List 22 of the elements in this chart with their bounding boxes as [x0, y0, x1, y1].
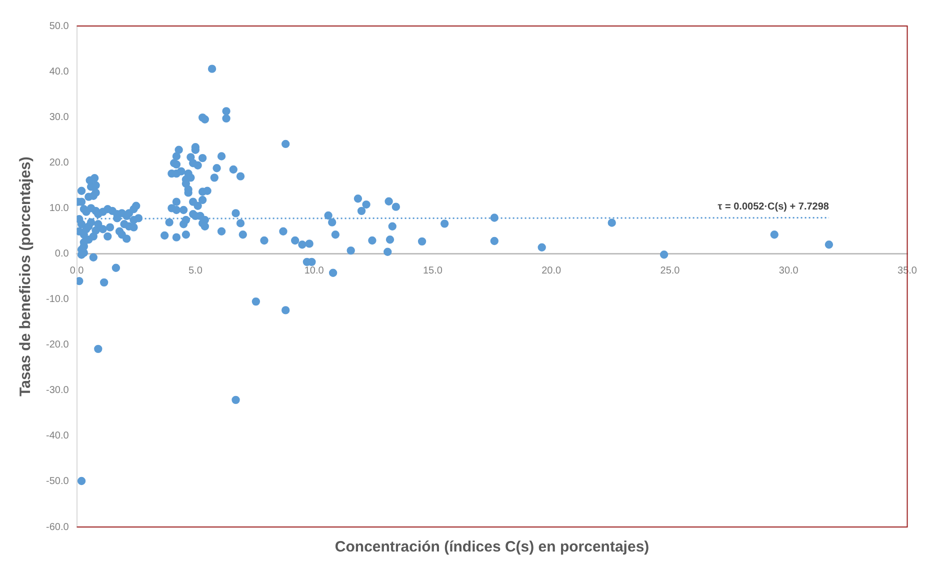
y-tick-label: 50.0 [49, 20, 70, 32]
y-tick-label: 30.0 [49, 112, 70, 123]
y-tick-label: -20.0 [46, 340, 70, 351]
x-tick-label: 10.0 [304, 265, 324, 276]
x-tick-label: 0.0 [70, 265, 84, 276]
y-axis-title: Tasas de beneficios (porcentajes) [17, 156, 34, 396]
x-tick-label: 25.0 [660, 265, 680, 276]
y-tick-label: 20.0 [49, 157, 70, 168]
series-label: τ = 0.0052·C(s) + 7.7298 [718, 201, 830, 212]
y-tick-label: 0.0 [54, 248, 70, 260]
y-tick-label: 40.0 [49, 66, 70, 78]
y-tick-label: -30.0 [46, 385, 70, 396]
x-tick-label: 20.0 [542, 265, 562, 276]
x-tick-label: 30.0 [778, 265, 799, 276]
y-tick-label: -10.0 [46, 294, 70, 306]
x-tick-label: 15.0 [422, 265, 443, 276]
y-tick-label: 10.0 [49, 202, 70, 214]
y-tick-label: -60.0 [46, 522, 70, 533]
y-tick-label: -50.0 [46, 476, 70, 488]
x-axis-title: Concentración (índices C(s) en porcentajes) [334, 538, 650, 556]
x-tick-label: 5.0 [188, 265, 203, 276]
y-tick-label: -40.0 [46, 430, 70, 442]
